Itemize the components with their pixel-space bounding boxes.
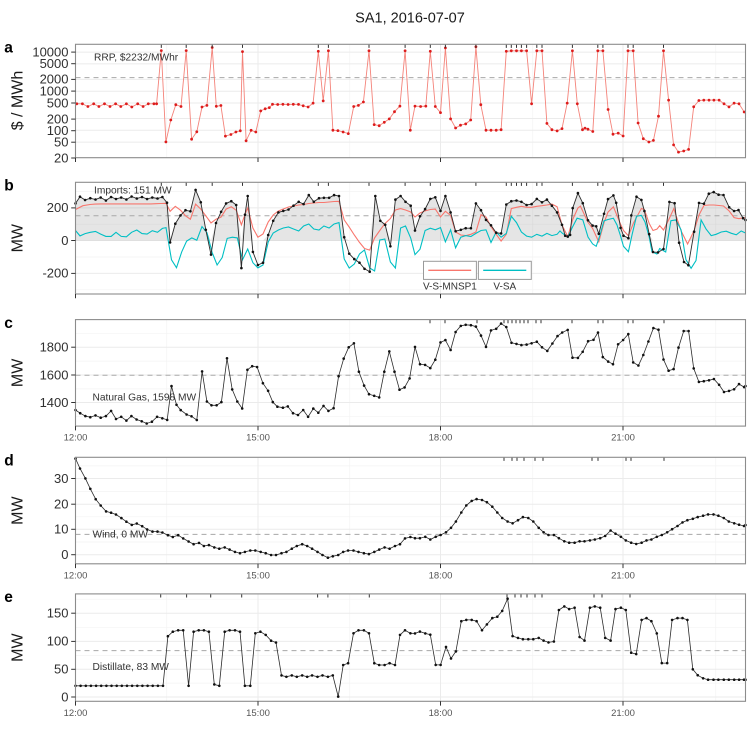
svg-text:18:00: 18:00 bbox=[429, 708, 453, 719]
svg-text:d: d bbox=[4, 453, 13, 470]
svg-text:20: 20 bbox=[54, 497, 68, 512]
svg-text:MW: MW bbox=[10, 495, 27, 524]
svg-text:0: 0 bbox=[61, 547, 68, 562]
svg-text:Imports: 151 MW: Imports: 151 MW bbox=[94, 186, 172, 197]
svg-text:0: 0 bbox=[61, 689, 68, 704]
svg-text:Natural Gas, 1598 MW: Natural Gas, 1598 MW bbox=[93, 392, 197, 403]
svg-text:V-S-MNSP1: V-S-MNSP1 bbox=[423, 282, 477, 293]
svg-text:b: b bbox=[4, 178, 13, 195]
svg-text:V-SA: V-SA bbox=[493, 282, 516, 293]
svg-text:50: 50 bbox=[54, 662, 68, 677]
svg-text:MW: MW bbox=[10, 632, 27, 661]
svg-text:5000: 5000 bbox=[40, 56, 69, 71]
svg-text:21:00: 21:00 bbox=[611, 708, 635, 719]
svg-text:18:00: 18:00 bbox=[429, 570, 453, 581]
svg-text:c: c bbox=[4, 315, 13, 332]
svg-text:RRP, $2232/MWhr: RRP, $2232/MWhr bbox=[94, 53, 179, 64]
svg-text:1600: 1600 bbox=[40, 367, 69, 382]
svg-text:200: 200 bbox=[47, 111, 69, 126]
svg-text:18:00: 18:00 bbox=[429, 433, 453, 444]
svg-text:15:00: 15:00 bbox=[246, 433, 270, 444]
svg-text:15:00: 15:00 bbox=[246, 708, 270, 719]
svg-text:100: 100 bbox=[47, 123, 69, 138]
svg-text:$ / MWh: $ / MWh bbox=[10, 71, 27, 131]
svg-text:500: 500 bbox=[47, 95, 69, 110]
svg-text:200: 200 bbox=[47, 200, 69, 215]
svg-text:21:00: 21:00 bbox=[611, 570, 635, 581]
svg-text:12:00: 12:00 bbox=[64, 570, 88, 581]
svg-text:50: 50 bbox=[54, 135, 68, 150]
svg-text:MW: MW bbox=[10, 358, 27, 387]
svg-text:MW: MW bbox=[10, 223, 27, 252]
svg-text:a: a bbox=[4, 39, 13, 56]
svg-text:30: 30 bbox=[54, 471, 68, 486]
svg-text:Distillate, 83 MW: Distillate, 83 MW bbox=[93, 662, 170, 673]
svg-text:e: e bbox=[4, 589, 13, 606]
svg-text:150: 150 bbox=[47, 606, 69, 621]
svg-text:15:00: 15:00 bbox=[246, 570, 270, 581]
svg-text:1800: 1800 bbox=[40, 340, 69, 355]
svg-text:100: 100 bbox=[47, 634, 69, 649]
svg-text:-200: -200 bbox=[42, 266, 68, 281]
svg-text:2000: 2000 bbox=[40, 72, 69, 87]
svg-text:10: 10 bbox=[54, 522, 68, 537]
svg-text:12:00: 12:00 bbox=[64, 708, 88, 719]
svg-text:1400: 1400 bbox=[40, 395, 69, 410]
svg-text:Wind, 0 MW: Wind, 0 MW bbox=[93, 529, 149, 540]
svg-text:12:00: 12:00 bbox=[64, 433, 88, 444]
svg-text:SA1, 2016-07-07: SA1, 2016-07-07 bbox=[355, 11, 465, 27]
svg-text:20: 20 bbox=[54, 150, 68, 165]
svg-text:0: 0 bbox=[61, 233, 68, 248]
svg-text:21:00: 21:00 bbox=[611, 433, 635, 444]
svg-text:10000: 10000 bbox=[32, 44, 68, 59]
svg-text:1000: 1000 bbox=[40, 83, 69, 98]
